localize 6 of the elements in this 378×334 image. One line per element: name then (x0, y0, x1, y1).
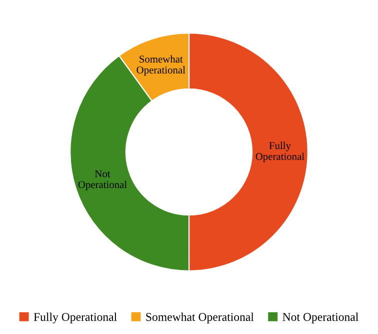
slice-label: Not Operational (78, 170, 127, 190)
legend-label: Somewhat Operational (146, 312, 254, 324)
slice-label: Fully Operational (256, 142, 304, 162)
legend-label: Not Operational (282, 312, 358, 324)
slice-label: Somewhat Operational (136, 55, 186, 76)
legend-label: Fully Operational (34, 312, 117, 324)
